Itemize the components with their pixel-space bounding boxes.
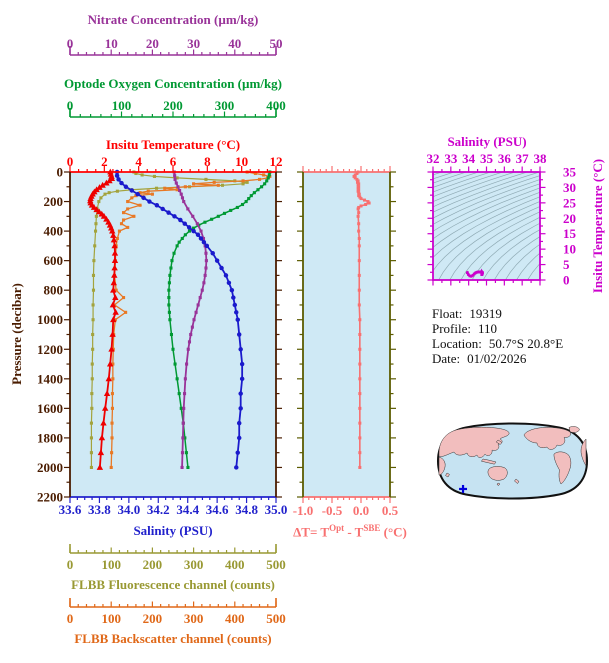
svg-text:1200: 1200	[37, 342, 63, 357]
svg-text:0: 0	[67, 611, 74, 626]
ts-salinity-axis-title: Salinity (PSU)	[447, 134, 527, 149]
svg-text:8: 8	[204, 154, 211, 169]
svg-text:800: 800	[44, 283, 64, 298]
svg-text:34.4: 34.4	[176, 502, 199, 517]
svg-text:10: 10	[563, 242, 576, 257]
svg-text:20: 20	[146, 36, 159, 51]
profile-value: 110	[478, 321, 498, 336]
svg-text:400: 400	[44, 224, 64, 239]
svg-text:5: 5	[563, 257, 570, 272]
svg-text:200: 200	[143, 557, 163, 572]
svg-text:0.0: 0.0	[353, 503, 369, 518]
temperature-axis-title: Insitu Temperature (°C)	[105, 137, 241, 152]
svg-text:34.0: 34.0	[117, 502, 140, 517]
svg-text:2: 2	[101, 154, 108, 169]
svg-text:0: 0	[57, 165, 64, 180]
float-id-value: 19319	[469, 306, 502, 321]
profile-row: Profile: 110	[432, 321, 498, 336]
svg-text:0: 0	[67, 98, 74, 113]
svg-text:-0.5: -0.5	[322, 503, 343, 518]
svg-text:33.8: 33.8	[88, 502, 111, 517]
svg-text:400: 400	[225, 557, 245, 572]
svg-text:1800: 1800	[37, 430, 63, 445]
svg-text:6: 6	[170, 154, 177, 169]
svg-text:0.5: 0.5	[382, 503, 399, 518]
svg-text:300: 300	[184, 611, 204, 626]
svg-text:2000: 2000	[37, 460, 63, 475]
svg-text:100: 100	[112, 98, 132, 113]
svg-text:200: 200	[143, 611, 163, 626]
salinity-axis-title: Salinity (PSU)	[133, 523, 213, 538]
delta-t-axis-title: ΔT= TOpt - TSBE (°C)	[293, 523, 407, 540]
nitrate-axis-title: Nitrate Concentration (µm/kg)	[87, 12, 259, 27]
svg-text:2200: 2200	[37, 490, 63, 505]
svg-text:32: 32	[427, 151, 440, 166]
backscatter-axis-title: FLBB Backscatter channel (counts)	[74, 631, 272, 646]
svg-text:10: 10	[105, 36, 118, 51]
svg-text:-1.0: -1.0	[293, 503, 314, 518]
svg-text:34.8: 34.8	[235, 502, 258, 517]
svg-text:40: 40	[228, 36, 241, 51]
location-value: 50.7°S 20.8°E	[488, 336, 564, 351]
svg-text:35.0: 35.0	[265, 502, 288, 517]
svg-text:30: 30	[563, 180, 576, 195]
svg-text:34.6: 34.6	[206, 502, 229, 517]
svg-text:0: 0	[67, 154, 74, 169]
svg-text:33: 33	[444, 151, 458, 166]
svg-text:300: 300	[184, 557, 204, 572]
svg-text:25: 25	[563, 195, 577, 210]
date-value: 01/02/2026	[467, 351, 527, 366]
world-map	[436, 422, 589, 500]
pressure-axis-title: Pressure (decibar)	[9, 283, 24, 385]
svg-text:20: 20	[563, 211, 576, 226]
oxygen-axis-title: Optode Oxygen Concentration (µm/kg)	[63, 76, 283, 91]
svg-text:36: 36	[498, 151, 512, 166]
ts-temperature-axis-title: Insitu Temperature (°C)	[590, 158, 605, 294]
svg-text:1400: 1400	[37, 371, 63, 386]
svg-text:15: 15	[563, 226, 577, 241]
svg-text:35: 35	[480, 151, 494, 166]
svg-text:600: 600	[44, 253, 64, 268]
svg-text:100: 100	[101, 557, 121, 572]
svg-text:400: 400	[225, 611, 245, 626]
svg-text:34: 34	[462, 151, 476, 166]
svg-text:12: 12	[270, 154, 283, 169]
svg-text:200: 200	[44, 194, 64, 209]
svg-text:200: 200	[163, 98, 183, 113]
svg-text:1000: 1000	[37, 312, 63, 327]
svg-text:33.6: 33.6	[59, 502, 82, 517]
svg-text:0: 0	[67, 557, 74, 572]
svg-text:34.2: 34.2	[147, 502, 170, 517]
svg-text:400: 400	[266, 98, 286, 113]
svg-text:30: 30	[187, 36, 200, 51]
main-profile-plot: 0 2 4 6 8 10 12 33.6 33.8 34.0 34.2 34.4 34.6 34.8 35.…	[37, 36, 287, 626]
svg-text:1600: 1600	[37, 401, 63, 416]
date-row: Date: 01/02/2026	[432, 351, 527, 366]
svg-text:0: 0	[563, 273, 570, 288]
svg-text:35: 35	[563, 165, 577, 180]
delta-t-plot: -1.0 -0.5 0.0 0.5	[293, 166, 399, 518]
svg-text:0: 0	[67, 36, 74, 51]
svg-text:37: 37	[516, 151, 530, 166]
svg-text:50: 50	[270, 36, 283, 51]
svg-text:500: 500	[266, 611, 286, 626]
svg-text:300: 300	[215, 98, 235, 113]
svg-text:4: 4	[135, 154, 142, 169]
fluorescence-axis-title: FLBB Fluorescence channel (counts)	[71, 577, 275, 592]
svg-text:38: 38	[534, 151, 548, 166]
svg-text:500: 500	[266, 557, 286, 572]
float-id-row: Float: 19319	[432, 306, 502, 321]
svg-text:100: 100	[101, 611, 121, 626]
svg-text:10: 10	[235, 154, 248, 169]
location-row: Location: 50.7°S 20.8°E	[432, 336, 564, 351]
